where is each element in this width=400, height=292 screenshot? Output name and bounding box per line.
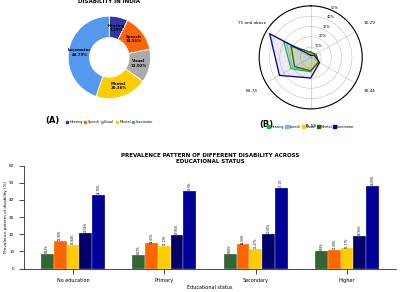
Legend: Hearing, Speech, Visual, Mental, Locomotor: Hearing, Speech, Visual, Mental, Locomot… bbox=[64, 119, 154, 126]
Wedge shape bbox=[118, 20, 150, 53]
Legend: Hearing, Speech, Visual, Mental, Locomotor: Hearing, Speech, Visual, Mental, Locomot… bbox=[266, 123, 356, 130]
Wedge shape bbox=[126, 49, 150, 81]
Text: Hearing
7.29%: Hearing 7.29% bbox=[108, 24, 125, 32]
Bar bbox=[224, 254, 236, 269]
Wedge shape bbox=[109, 16, 128, 40]
Text: 20.58%: 20.58% bbox=[84, 222, 88, 232]
Text: 11.08%: 11.08% bbox=[332, 238, 336, 249]
Text: 42.76%: 42.76% bbox=[96, 184, 100, 194]
Text: 47.1%: 47.1% bbox=[279, 178, 283, 187]
Text: 11.47%: 11.47% bbox=[254, 238, 258, 248]
Bar bbox=[145, 244, 158, 269]
Polygon shape bbox=[286, 44, 318, 71]
Text: (B): (B) bbox=[259, 120, 273, 129]
Polygon shape bbox=[291, 46, 319, 71]
Wedge shape bbox=[68, 16, 109, 96]
Y-axis label: Prevalence pattern of disability (%): Prevalence pattern of disability (%) bbox=[4, 181, 8, 253]
Wedge shape bbox=[96, 69, 143, 99]
Title: PREVALENCE PATTERN OF DIFFERENT DISABILITY ACROSS
EDUCATIONAL STATUS: PREVALENCE PATTERN OF DIFFERENT DISABILI… bbox=[121, 153, 299, 164]
Bar bbox=[341, 248, 354, 269]
Text: 48.09%: 48.09% bbox=[371, 175, 375, 185]
Bar bbox=[315, 251, 328, 269]
Bar bbox=[249, 249, 262, 269]
Text: Mental
20.36%: Mental 20.36% bbox=[110, 82, 127, 90]
Text: 15.99%: 15.99% bbox=[58, 230, 62, 240]
Bar bbox=[132, 255, 145, 269]
Text: 20.05%: 20.05% bbox=[266, 223, 270, 233]
Text: 8.17%: 8.17% bbox=[137, 245, 141, 254]
Bar bbox=[366, 186, 379, 269]
Text: 14.65%: 14.65% bbox=[150, 232, 154, 243]
Text: Visual
13.02%: Visual 13.02% bbox=[131, 59, 147, 68]
Bar bbox=[171, 234, 184, 269]
Bar bbox=[262, 234, 275, 269]
Text: 8.42%: 8.42% bbox=[45, 245, 49, 253]
Bar bbox=[354, 236, 366, 269]
Bar bbox=[92, 195, 105, 269]
Text: 18.96%: 18.96% bbox=[358, 225, 362, 235]
Bar bbox=[66, 245, 79, 269]
Bar bbox=[275, 188, 288, 269]
Bar bbox=[328, 250, 341, 269]
Bar bbox=[158, 246, 171, 269]
Text: 8.38%: 8.38% bbox=[228, 245, 232, 253]
Text: Locomotor
44.79%: Locomotor 44.79% bbox=[68, 48, 91, 57]
Text: (A): (A) bbox=[46, 116, 60, 125]
Bar bbox=[79, 233, 92, 269]
Bar bbox=[54, 241, 66, 269]
Text: 19.85%: 19.85% bbox=[175, 223, 179, 234]
Text: 11.77%: 11.77% bbox=[345, 237, 349, 248]
Title: DOUGHNUT CHART FOR PREVALENCE OF DIFFERENT
DISABILITY IN INDIA: DOUGHNUT CHART FOR PREVALENCE OF DIFFERE… bbox=[29, 0, 190, 4]
Bar bbox=[184, 191, 196, 269]
X-axis label: Educational status: Educational status bbox=[187, 285, 233, 290]
Bar bbox=[236, 244, 249, 269]
Text: 13.13%: 13.13% bbox=[162, 235, 166, 245]
Text: 14.06%: 14.06% bbox=[241, 233, 245, 244]
Bar bbox=[41, 254, 54, 269]
Text: 9.98%: 9.98% bbox=[320, 242, 324, 251]
Text: 45.0%: 45.0% bbox=[188, 182, 192, 190]
Polygon shape bbox=[289, 45, 317, 70]
Polygon shape bbox=[284, 42, 318, 72]
Text: 13.84%: 13.84% bbox=[71, 234, 75, 244]
Polygon shape bbox=[270, 34, 320, 78]
Text: Speech
14.55%: Speech 14.55% bbox=[125, 35, 141, 43]
